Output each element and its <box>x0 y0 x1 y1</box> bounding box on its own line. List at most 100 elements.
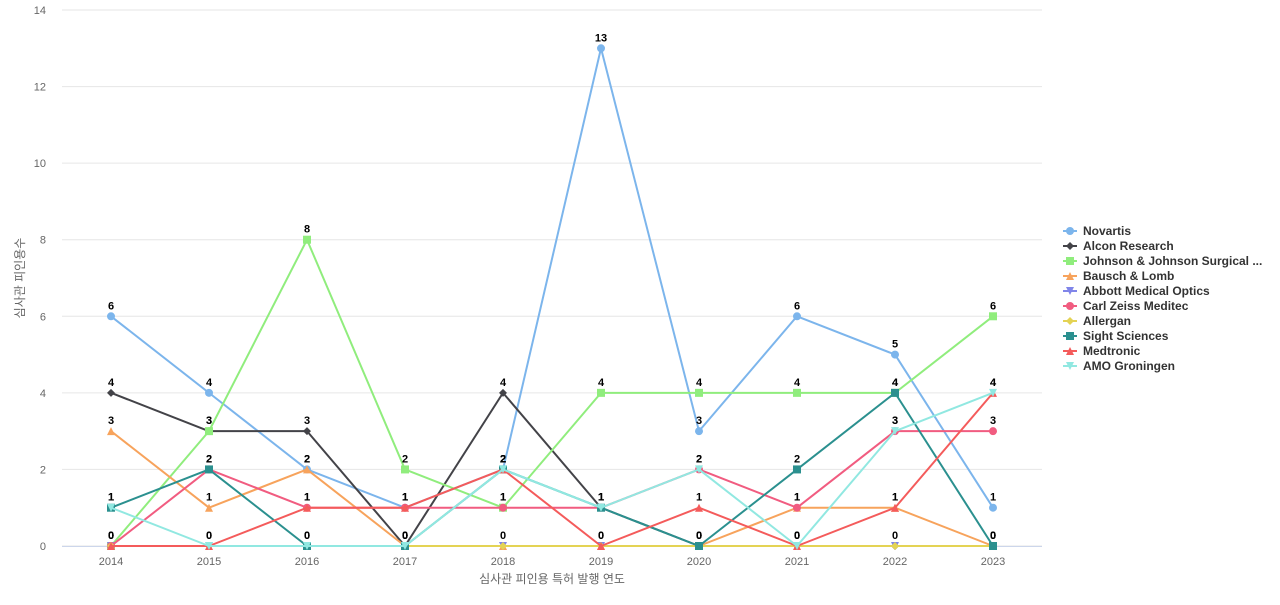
data-label: 0 <box>402 530 408 542</box>
legend-item[interactable]: AMO Groningen <box>1063 359 1175 373</box>
data-point <box>597 388 605 397</box>
y-axis: 0 2 4 6 8 10 12 14 <box>34 5 46 553</box>
data-label: 0 <box>304 530 310 542</box>
data-label: 1 <box>206 492 212 504</box>
legend-item[interactable]: Abbott Medical Optics <box>1063 284 1210 298</box>
data-label: 3 <box>892 415 898 427</box>
data-label: 2 <box>206 453 212 465</box>
data-point <box>205 427 213 436</box>
data-label: 4 <box>206 377 213 389</box>
legend-item[interactable]: Alcon Research <box>1063 239 1174 253</box>
data-point <box>303 503 311 512</box>
data-point <box>793 312 801 321</box>
data-point <box>989 312 997 321</box>
legend-item[interactable]: Bausch & Lomb <box>1063 269 1174 283</box>
data-label: 3 <box>206 415 212 427</box>
legend-marker-icon <box>1066 287 1074 295</box>
data-point <box>107 503 115 512</box>
data-label: 0 <box>794 530 800 542</box>
legend-marker-icon <box>1066 302 1074 310</box>
data-label: 0 <box>500 530 506 542</box>
legend-marker-icon <box>1066 317 1074 325</box>
series-10 <box>107 388 997 550</box>
data-label: 0 <box>892 530 898 542</box>
y-tick-label: 10 <box>34 158 46 170</box>
data-label: 0 <box>402 530 408 542</box>
data-label: 1 <box>794 492 800 504</box>
data-label: 2 <box>696 453 702 465</box>
data-point <box>401 465 409 474</box>
x-tick-label: 2019 <box>589 556 613 568</box>
legend-marker-icon <box>1066 332 1074 340</box>
y-tick-label: 4 <box>40 388 46 400</box>
data-label: 0 <box>304 530 310 542</box>
data-label: 0 <box>206 530 212 542</box>
legend-label: Alcon Research <box>1083 239 1174 253</box>
data-label: 4 <box>598 377 605 389</box>
data-label: 4 <box>108 377 115 389</box>
data-label: 0 <box>598 530 604 542</box>
x-axis-title: 심사관 피인용 특허 발행 연도 <box>479 571 625 586</box>
data-point <box>891 350 899 359</box>
data-label: 3 <box>990 415 996 427</box>
data-point <box>793 465 801 474</box>
x-tick-label: 2015 <box>197 556 221 568</box>
legend-marker-icon <box>1066 362 1074 370</box>
data-label: 1 <box>304 492 310 504</box>
data-point <box>793 503 801 512</box>
legend-item[interactable]: Medtronic <box>1063 344 1141 358</box>
legend-item[interactable]: Novartis <box>1063 224 1131 238</box>
data-label: 4 <box>892 377 899 389</box>
data-point <box>107 388 115 397</box>
y-tick-label: 2 <box>40 464 46 476</box>
data-point <box>989 542 997 550</box>
series-line <box>110 47 994 509</box>
data-label: 2 <box>500 453 506 465</box>
legend-item[interactable]: Allergan <box>1063 314 1131 328</box>
data-label: 1 <box>892 492 898 504</box>
data-label: 2 <box>794 453 800 465</box>
data-label: 1 <box>990 492 996 504</box>
data-label: 4 <box>990 377 997 389</box>
y-tick-label: 0 <box>40 541 46 553</box>
legend-label: Novartis <box>1083 224 1131 238</box>
series-group <box>107 44 997 550</box>
legend-item[interactable]: Sight Sciences <box>1063 329 1169 343</box>
data-point <box>303 542 311 550</box>
data-label: 1 <box>108 492 114 504</box>
data-point <box>205 542 213 550</box>
data-label: 2 <box>696 453 702 465</box>
legend-item[interactable]: Carl Zeiss Meditec <box>1063 299 1189 313</box>
legend-marker-icon <box>1066 272 1074 280</box>
legend-label: Medtronic <box>1083 344 1141 358</box>
data-label: 2 <box>304 453 310 465</box>
x-tick-label: 2021 <box>785 556 809 568</box>
data-label: 3 <box>108 415 114 427</box>
data-label: 0 <box>696 530 702 542</box>
legend-item[interactable]: Johnson & Johnson Surgical ... <box>1063 254 1262 268</box>
data-point <box>107 542 115 550</box>
data-label: 6 <box>794 300 800 312</box>
x-tick-label: 2018 <box>491 556 515 568</box>
data-label: 2 <box>500 453 506 465</box>
data-point <box>695 503 703 512</box>
x-tick-label: 2017 <box>393 556 417 568</box>
data-label: 1 <box>598 492 604 504</box>
data-label: 6 <box>108 300 114 312</box>
data-label: 0 <box>108 530 114 542</box>
data-label: 3 <box>696 415 702 427</box>
data-label: 1 <box>402 492 408 504</box>
data-point <box>793 542 801 550</box>
data-point <box>401 503 409 512</box>
data-point <box>303 465 311 474</box>
legend-label: Allergan <box>1083 314 1131 328</box>
data-label: 1 <box>794 492 800 504</box>
legend-label: Bausch & Lomb <box>1083 269 1174 283</box>
grid-lines <box>62 9 1042 547</box>
data-point <box>695 388 703 397</box>
series-1 <box>107 44 997 512</box>
data-label: 2 <box>304 453 310 465</box>
data-label: 0 <box>794 530 800 542</box>
